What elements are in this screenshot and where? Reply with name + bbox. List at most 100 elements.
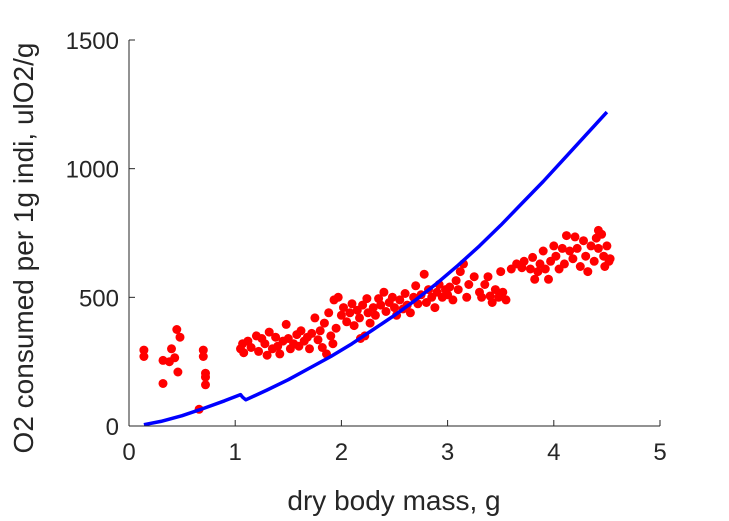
data-point: [370, 310, 380, 320]
x-tick-label: 0: [122, 439, 135, 466]
data-point: [331, 323, 341, 333]
data-point: [453, 285, 463, 295]
data-point: [430, 303, 440, 313]
y-axis-ticks: 0 500 1000 1500: [66, 28, 135, 441]
data-point: [469, 272, 479, 282]
data-point: [477, 292, 487, 302]
data-point: [345, 308, 355, 318]
data-point: [411, 281, 421, 291]
data-point: [254, 346, 264, 356]
data-point: [483, 272, 493, 282]
y-axis-title: O2 consumed per 1g indi, ulO2/g: [8, 43, 39, 454]
data-point: [246, 343, 256, 352]
data-point: [317, 343, 327, 352]
data-point: [198, 345, 208, 355]
model-curve: [143, 110, 609, 427]
data-point: [593, 225, 603, 235]
data-point: [170, 353, 180, 363]
data-point: [349, 321, 359, 331]
data-point: [575, 262, 585, 271]
data-point: [405, 308, 415, 318]
data-point: [310, 313, 320, 323]
data-point: [339, 303, 348, 313]
data-point: [400, 289, 410, 298]
data-point: [328, 339, 338, 349]
data-point: [365, 318, 375, 328]
data-point: [139, 352, 149, 361]
data-point: [464, 280, 474, 289]
data-point: [605, 254, 615, 264]
data-point: [448, 295, 458, 305]
data-point: [167, 344, 176, 354]
x-tick-label: 4: [547, 439, 560, 466]
data-point: [549, 241, 559, 251]
data-point: [368, 303, 378, 313]
data-point: [262, 350, 272, 360]
data-point: [451, 276, 461, 286]
data-point: [540, 264, 550, 274]
data-point: [347, 299, 357, 309]
data-point: [358, 300, 368, 310]
data-point: [562, 231, 571, 241]
data-point: [487, 298, 497, 307]
data-point: [264, 327, 274, 337]
data-point: [239, 348, 249, 358]
data-point: [336, 310, 346, 320]
data-point: [455, 267, 465, 277]
data-point: [281, 319, 291, 329]
data-point: [307, 328, 317, 338]
data-point: [315, 326, 325, 336]
y-tick-label: 1500: [66, 28, 119, 55]
data-point: [501, 295, 511, 305]
data-point: [593, 243, 603, 253]
data-point: [342, 317, 352, 327]
x-tick-label: 3: [441, 439, 454, 466]
data-point: [557, 243, 567, 253]
data-point: [579, 236, 588, 246]
data-point: [390, 303, 399, 313]
data-point: [496, 267, 506, 277]
data-point: [589, 256, 599, 266]
y-tick-label: 0: [106, 414, 119, 441]
data-point: [498, 287, 508, 297]
data-point: [395, 295, 405, 305]
data-point: [362, 294, 372, 304]
data-point: [324, 308, 334, 318]
data-point: [139, 345, 149, 355]
data-point: [572, 243, 582, 253]
data-point: [445, 282, 455, 292]
data-point: [381, 307, 391, 316]
data-point: [586, 241, 596, 251]
data-point: [173, 367, 183, 377]
data-point: [530, 274, 540, 284]
data-point: [201, 368, 210, 378]
data-point: [326, 331, 336, 341]
data-point: [581, 251, 591, 261]
data-point: [462, 292, 472, 302]
data-point: [570, 232, 580, 242]
x-tick-label: 2: [335, 439, 348, 466]
x-axis-title: dry body mass, g: [287, 485, 500, 516]
data-point: [533, 267, 543, 277]
y-tick-label: 500: [79, 285, 119, 312]
plot-marks: [139, 110, 615, 427]
data-point: [419, 269, 429, 279]
data-point: [201, 380, 210, 390]
data-point: [158, 379, 168, 388]
data-point: [313, 335, 323, 345]
data-point: [379, 287, 389, 297]
data-point: [602, 241, 612, 251]
data-point: [198, 352, 208, 361]
data-point: [583, 267, 593, 277]
data-point: [480, 280, 490, 289]
data-point: [559, 259, 569, 269]
x-tick-label: 5: [653, 439, 666, 466]
data-point: [565, 246, 575, 256]
y-tick-label: 1000: [66, 157, 119, 184]
data-point: [568, 254, 578, 264]
data-point: [296, 326, 306, 336]
data-point: [172, 325, 182, 334]
data-point: [528, 252, 538, 262]
data-point: [305, 344, 314, 354]
